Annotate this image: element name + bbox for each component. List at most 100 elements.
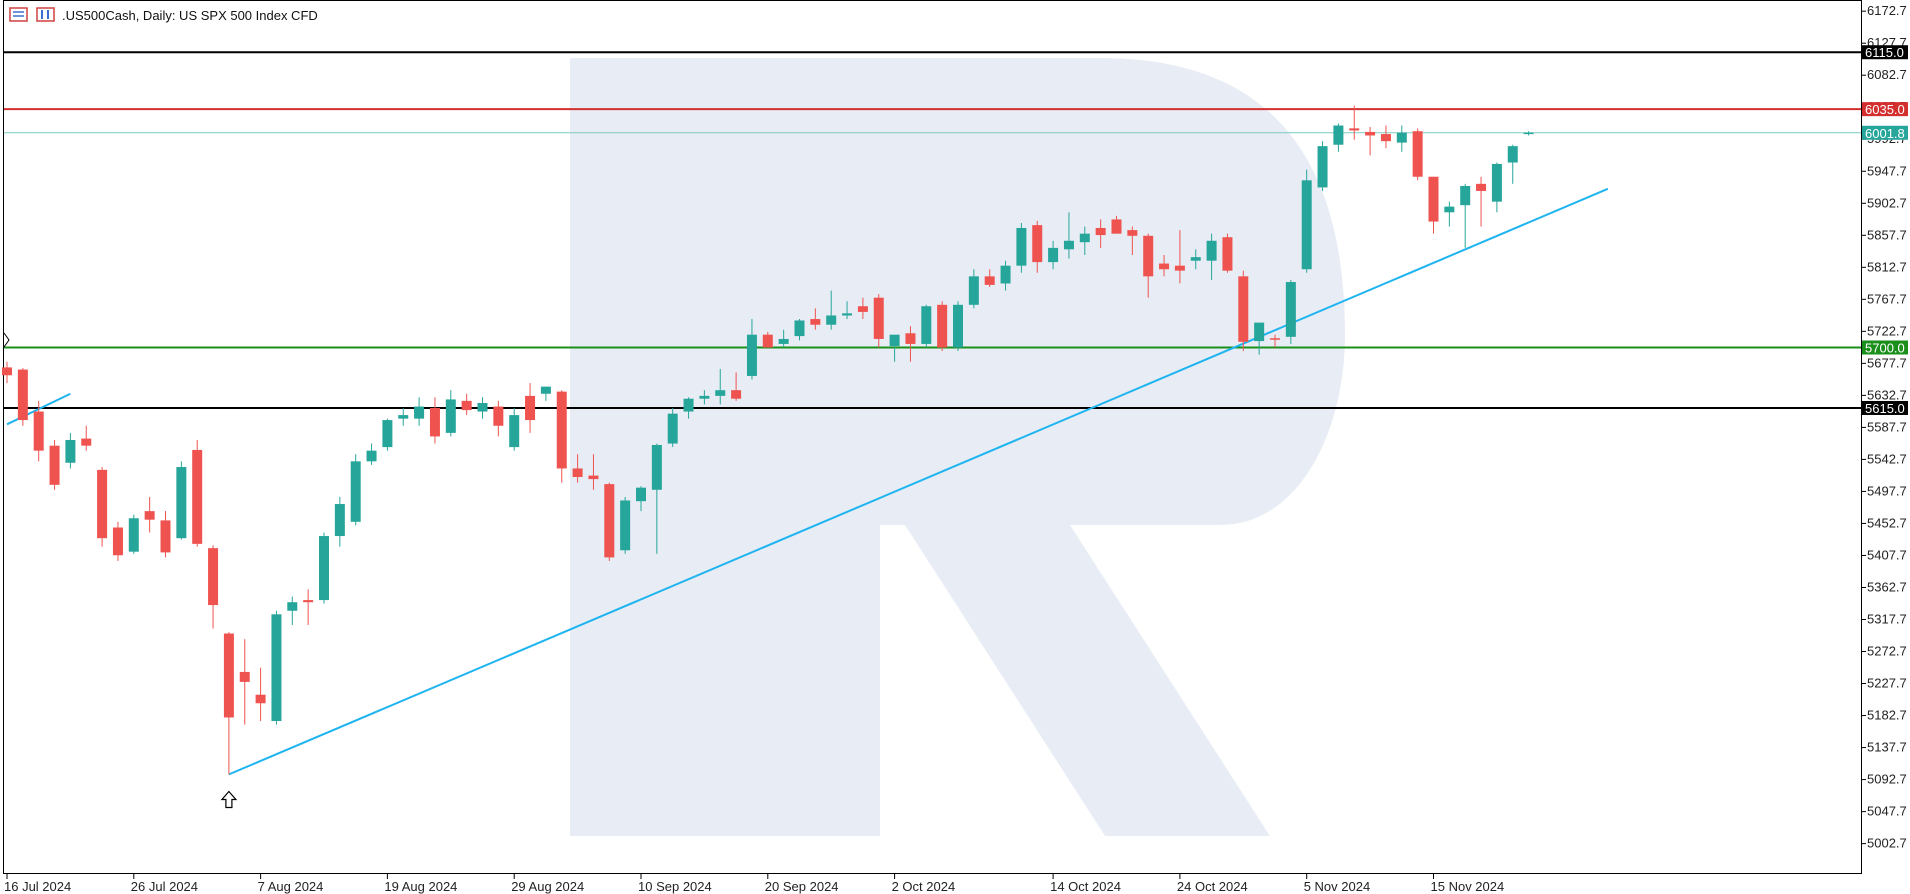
candle (287, 596, 298, 625)
candle-body (1270, 338, 1280, 340)
candle-body (762, 334, 773, 348)
level-badge (1862, 125, 1908, 140)
candle-body (1365, 131, 1376, 136)
candle (683, 397, 694, 419)
candle-body (604, 484, 615, 558)
y-tick-label: 5452.7 (1867, 515, 1907, 530)
candles-chart-icon[interactable] (9, 7, 28, 22)
candle (477, 397, 488, 419)
level-badge (1862, 45, 1908, 60)
candle-body (1079, 233, 1090, 243)
candle-body (1127, 230, 1138, 236)
candle-body (1063, 240, 1074, 250)
candle-body (208, 548, 219, 606)
y-tick-label: 6082.7 (1867, 67, 1907, 82)
candle (271, 610, 282, 725)
candle-body (1159, 263, 1170, 270)
candle-body (746, 334, 757, 376)
candle-body (366, 450, 377, 462)
candle (1301, 169, 1312, 273)
candle-body (873, 297, 884, 339)
candle-body (1301, 180, 1312, 270)
candle (239, 639, 250, 725)
candle (937, 301, 948, 352)
candle (208, 545, 219, 629)
candle (620, 496, 631, 554)
time-axis[interactable]: 16 Jul 2024 26 Jul 2024 7 Aug 2024 19 Aug 2… (4, 874, 1504, 894)
candle-body (683, 398, 694, 412)
candle (17, 368, 28, 426)
candle-body (350, 461, 361, 522)
candle-body (287, 602, 298, 611)
candle-body (414, 406, 425, 419)
candle (1174, 230, 1185, 284)
y-tick-label: 5272.7 (1867, 644, 1907, 659)
x-tick-label: 16 Jul 2024 (4, 879, 71, 894)
candle (1143, 233, 1154, 298)
y-tick-label: 5632.7 (1867, 387, 1907, 402)
level-badge (1862, 400, 1908, 415)
candle-body (525, 395, 536, 421)
candle-body (556, 391, 567, 469)
y-tick-label: 5767.7 (1867, 291, 1907, 306)
candle (1523, 131, 1534, 136)
candle-body (937, 304, 948, 348)
candle (1000, 260, 1011, 291)
candle (112, 521, 123, 561)
candle-body (1476, 183, 1487, 191)
candle (366, 443, 377, 465)
candle-body (334, 504, 345, 537)
candle (160, 511, 171, 558)
candle-body (128, 518, 139, 552)
y-tick-label: 5227.7 (1867, 676, 1907, 691)
candle-body (1444, 206, 1455, 213)
candle (588, 454, 599, 490)
candle-body (477, 402, 488, 412)
candle (715, 368, 726, 405)
candle-body (1491, 163, 1502, 202)
candle (1159, 255, 1170, 277)
candle-body (255, 694, 266, 704)
candle-body (731, 390, 742, 399)
level-label: 5700.0 (1865, 340, 1905, 355)
candle (1460, 183, 1471, 248)
candle (1349, 105, 1360, 140)
candle (1016, 222, 1027, 273)
y-tick-label: 5677.7 (1867, 355, 1907, 370)
candle-body (921, 306, 932, 344)
candle (49, 439, 60, 490)
candle-body (1190, 257, 1201, 261)
candle-body (2, 367, 12, 376)
candle-body (65, 439, 76, 463)
y-tick-label: 5047.7 (1867, 804, 1907, 819)
markers (3, 332, 238, 809)
chart-shift-icon (3, 332, 10, 348)
candle (445, 390, 456, 437)
x-tick-label: 15 Nov 2024 (1431, 879, 1505, 894)
x-tick-label: 29 Aug 2024 (511, 879, 584, 894)
candle-body (857, 306, 868, 312)
candle (746, 319, 757, 380)
candle (81, 425, 92, 451)
candle-body (1095, 227, 1106, 236)
candle (493, 400, 504, 437)
candle-body (33, 411, 44, 451)
candle (1206, 233, 1217, 280)
candle (65, 432, 76, 469)
candle-body (778, 338, 789, 344)
y-tick-label: 5497.7 (1867, 483, 1907, 498)
candle (2, 361, 12, 384)
candle (556, 390, 567, 483)
candle-body (667, 413, 678, 444)
candle-body (651, 444, 662, 490)
candle (128, 514, 139, 554)
bars-chart-icon[interactable] (36, 7, 55, 22)
y-tick-label: 5092.7 (1867, 772, 1907, 787)
chart-title: .US500Cash, Daily: US SPX 500 Index CFD (62, 8, 318, 23)
candle-body (176, 467, 187, 539)
candle-body (1143, 235, 1154, 277)
candle (461, 393, 472, 416)
candle (414, 397, 425, 426)
